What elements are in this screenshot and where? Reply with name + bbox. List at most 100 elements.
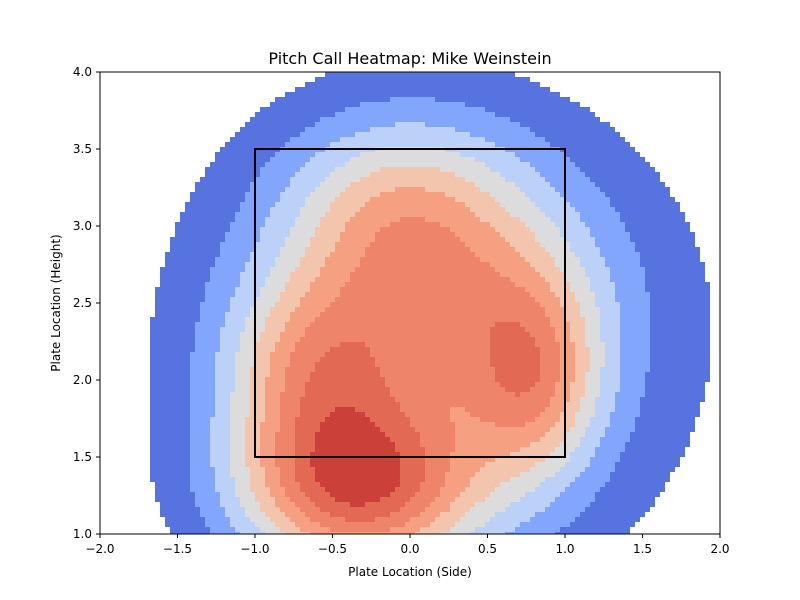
contour-cell xyxy=(555,232,561,238)
contour-cell xyxy=(235,227,241,233)
contour-cell xyxy=(220,197,226,203)
contour-cell xyxy=(170,132,176,138)
contour-cell xyxy=(345,177,351,183)
contour-cell xyxy=(480,262,486,268)
contour-cell xyxy=(590,237,596,243)
contour-cell xyxy=(160,242,166,248)
contour-cell xyxy=(570,257,576,263)
contour-cell xyxy=(460,112,466,118)
contour-cell xyxy=(140,237,146,243)
contour-cell xyxy=(670,207,676,213)
contour-cell xyxy=(265,92,271,98)
contour-cell xyxy=(365,87,371,93)
contour-cell xyxy=(140,192,146,198)
contour-cell xyxy=(380,217,386,223)
contour-cell xyxy=(685,212,691,218)
contour-cell xyxy=(435,212,441,218)
contour-cell xyxy=(540,237,546,243)
contour-cell xyxy=(645,82,651,88)
contour-cell xyxy=(510,187,516,193)
contour-cell xyxy=(465,72,471,78)
contour-cell xyxy=(690,157,696,163)
contour-cell xyxy=(345,222,351,228)
contour-cell xyxy=(445,122,451,128)
contour-cell xyxy=(680,217,686,223)
contour-cell xyxy=(440,257,446,263)
contour-cell xyxy=(420,137,426,143)
contour-cell xyxy=(555,117,561,123)
contour-cell xyxy=(135,262,141,268)
contour-cell xyxy=(205,217,211,223)
contour-cell xyxy=(290,157,296,163)
contour-cell xyxy=(130,227,136,233)
contour-cell xyxy=(675,237,681,243)
contour-cell xyxy=(285,172,291,178)
contour-cell xyxy=(415,257,421,263)
contour-cell xyxy=(550,192,556,198)
contour-cell xyxy=(465,167,471,173)
contour-cell xyxy=(610,262,616,268)
contour-cell xyxy=(715,187,720,193)
contour-cell xyxy=(225,227,231,233)
contour-cell xyxy=(450,142,456,148)
contour-cell xyxy=(560,97,566,103)
contour-cell xyxy=(240,142,246,148)
contour-cell xyxy=(510,192,516,198)
contour-cell xyxy=(170,252,176,258)
contour-cell xyxy=(490,197,496,203)
contour-cell xyxy=(280,132,286,138)
contour-cell xyxy=(595,207,601,213)
contour-cell xyxy=(565,262,571,268)
contour-cell xyxy=(655,107,661,113)
contour-cell xyxy=(495,202,501,208)
contour-cell xyxy=(320,187,326,193)
contour-cell xyxy=(470,212,476,218)
contour-cell xyxy=(210,112,216,118)
contour-cell xyxy=(125,117,131,123)
contour-cell xyxy=(100,192,106,198)
contour-cell xyxy=(465,252,471,258)
contour-cell xyxy=(160,177,166,183)
contour-cell xyxy=(710,132,716,138)
contour-cell xyxy=(180,272,186,278)
contour-cell xyxy=(690,197,696,203)
contour-cell xyxy=(265,112,271,118)
contour-cell xyxy=(335,177,341,183)
contour-cell xyxy=(120,137,126,143)
contour-cell xyxy=(120,252,126,258)
contour-cell xyxy=(120,207,126,213)
contour-cell xyxy=(635,232,641,238)
contour-cell xyxy=(170,217,176,223)
contour-cell xyxy=(460,182,466,188)
contour-cell xyxy=(605,237,611,243)
contour-cell xyxy=(495,192,501,198)
contour-cell xyxy=(590,182,596,188)
contour-cell xyxy=(210,242,216,248)
contour-cell xyxy=(560,252,566,258)
contour-cell xyxy=(530,152,536,158)
contour-cell xyxy=(435,102,441,108)
contour-cell xyxy=(585,97,591,103)
contour-cell xyxy=(160,257,166,263)
contour-cell xyxy=(390,212,396,218)
contour-cell xyxy=(435,217,441,223)
contour-cell xyxy=(520,97,526,103)
contour-cell xyxy=(215,112,221,118)
contour-cell xyxy=(320,262,326,268)
contour-cell xyxy=(195,202,201,208)
contour-cell xyxy=(560,72,566,78)
contour-cell xyxy=(220,117,226,123)
contour-cell xyxy=(180,122,186,128)
contour-cell xyxy=(700,152,706,158)
contour-cell xyxy=(675,162,681,168)
contour-cell xyxy=(710,167,716,173)
contour-cell xyxy=(635,247,641,253)
contour-cell xyxy=(460,167,466,173)
contour-cell xyxy=(520,177,526,183)
contour-cell xyxy=(480,162,486,168)
contour-cell xyxy=(615,192,621,198)
contour-cell xyxy=(510,152,516,158)
contour-cell xyxy=(625,227,631,233)
contour-cell xyxy=(545,187,551,193)
contour-cell xyxy=(660,77,666,83)
